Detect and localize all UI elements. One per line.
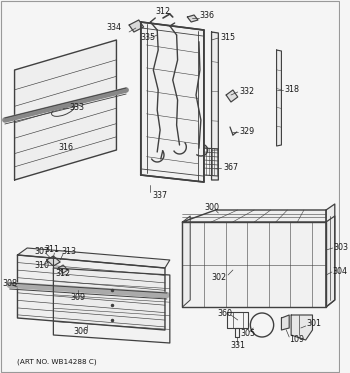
Polygon shape bbox=[18, 248, 170, 268]
Polygon shape bbox=[281, 315, 289, 330]
Polygon shape bbox=[211, 32, 218, 180]
Polygon shape bbox=[18, 255, 165, 330]
Text: 310: 310 bbox=[34, 260, 49, 270]
Text: 318: 318 bbox=[284, 85, 299, 94]
Polygon shape bbox=[187, 15, 198, 22]
Polygon shape bbox=[141, 22, 204, 182]
Text: 331: 331 bbox=[230, 342, 245, 351]
Polygon shape bbox=[58, 265, 68, 273]
Text: 315: 315 bbox=[220, 32, 236, 41]
Text: 313: 313 bbox=[61, 247, 76, 256]
Polygon shape bbox=[226, 90, 238, 102]
Polygon shape bbox=[47, 256, 60, 266]
Text: 312: 312 bbox=[55, 270, 70, 279]
Polygon shape bbox=[15, 40, 117, 180]
Polygon shape bbox=[53, 268, 170, 343]
Text: 308: 308 bbox=[3, 279, 18, 288]
Text: 335: 335 bbox=[141, 32, 156, 41]
Text: 305: 305 bbox=[241, 329, 256, 338]
Polygon shape bbox=[326, 204, 335, 307]
Text: (ART NO. WB14288 C): (ART NO. WB14288 C) bbox=[18, 359, 97, 365]
Text: 304: 304 bbox=[333, 266, 348, 276]
Text: 309: 309 bbox=[71, 292, 86, 301]
Text: 303: 303 bbox=[334, 242, 349, 251]
Text: 334: 334 bbox=[107, 23, 122, 32]
Polygon shape bbox=[182, 216, 190, 307]
Text: 336: 336 bbox=[199, 12, 214, 21]
Text: 311: 311 bbox=[44, 245, 59, 254]
Text: 300: 300 bbox=[204, 203, 219, 211]
Text: 302: 302 bbox=[211, 273, 227, 282]
Text: 316: 316 bbox=[58, 144, 73, 153]
Text: 360: 360 bbox=[217, 308, 232, 317]
Polygon shape bbox=[291, 315, 313, 340]
Text: 306: 306 bbox=[74, 327, 89, 336]
Text: 307: 307 bbox=[34, 247, 49, 256]
Text: 332: 332 bbox=[240, 87, 255, 95]
Text: 312: 312 bbox=[155, 6, 170, 16]
Polygon shape bbox=[182, 210, 326, 222]
Text: 329: 329 bbox=[240, 128, 255, 137]
Polygon shape bbox=[182, 222, 326, 307]
Text: 333: 333 bbox=[70, 103, 85, 112]
Text: 109: 109 bbox=[289, 335, 304, 344]
Text: 337: 337 bbox=[152, 191, 168, 200]
Polygon shape bbox=[129, 20, 144, 32]
Polygon shape bbox=[276, 50, 281, 146]
Text: 367: 367 bbox=[223, 163, 238, 172]
Text: 301: 301 bbox=[307, 320, 322, 329]
